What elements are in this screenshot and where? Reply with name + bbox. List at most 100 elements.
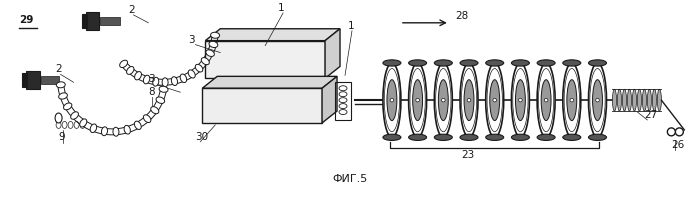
Ellipse shape (622, 89, 627, 111)
Ellipse shape (201, 58, 209, 65)
Text: 29: 29 (19, 15, 33, 25)
Text: 9: 9 (59, 132, 66, 142)
Ellipse shape (144, 75, 150, 84)
Ellipse shape (74, 121, 79, 128)
Bar (100, 17, 121, 25)
Text: 8: 8 (148, 87, 155, 97)
Ellipse shape (153, 77, 159, 86)
Ellipse shape (413, 80, 422, 121)
Text: 1: 1 (348, 21, 355, 31)
Ellipse shape (434, 63, 452, 137)
Ellipse shape (383, 63, 401, 137)
Ellipse shape (102, 127, 107, 136)
Ellipse shape (588, 63, 606, 137)
Polygon shape (202, 76, 337, 88)
Ellipse shape (209, 41, 217, 48)
Polygon shape (206, 29, 340, 41)
Polygon shape (322, 76, 337, 123)
Ellipse shape (408, 134, 427, 140)
Ellipse shape (339, 98, 347, 103)
Ellipse shape (120, 60, 128, 68)
Bar (335, 82, 351, 120)
Ellipse shape (512, 60, 530, 66)
Ellipse shape (156, 97, 164, 103)
Ellipse shape (135, 71, 141, 80)
Ellipse shape (460, 63, 478, 137)
Bar (26, 71, 40, 89)
Ellipse shape (490, 80, 500, 121)
Ellipse shape (493, 98, 496, 102)
Ellipse shape (675, 128, 683, 136)
Ellipse shape (144, 115, 151, 123)
Ellipse shape (486, 134, 504, 140)
Ellipse shape (408, 60, 427, 66)
Ellipse shape (151, 107, 159, 114)
Ellipse shape (516, 80, 526, 121)
Bar (82, 14, 86, 28)
Ellipse shape (512, 63, 530, 137)
Ellipse shape (562, 134, 581, 140)
Bar (22, 73, 26, 87)
Ellipse shape (59, 93, 68, 99)
Text: 1: 1 (278, 3, 285, 13)
Ellipse shape (80, 121, 85, 128)
Ellipse shape (162, 78, 168, 87)
Ellipse shape (56, 121, 61, 128)
Ellipse shape (188, 70, 195, 78)
Ellipse shape (537, 134, 555, 140)
Ellipse shape (596, 98, 599, 102)
Ellipse shape (562, 60, 581, 66)
Text: 27: 27 (645, 110, 658, 120)
Text: 26: 26 (671, 140, 684, 150)
Ellipse shape (56, 82, 66, 88)
Ellipse shape (63, 103, 72, 110)
Ellipse shape (588, 60, 606, 66)
Ellipse shape (467, 98, 470, 102)
Ellipse shape (206, 50, 215, 56)
Ellipse shape (195, 64, 203, 72)
Ellipse shape (541, 80, 551, 121)
Ellipse shape (613, 89, 616, 111)
Ellipse shape (434, 134, 452, 140)
Ellipse shape (210, 32, 220, 38)
Text: 28: 28 (454, 11, 468, 21)
Ellipse shape (570, 98, 574, 102)
Ellipse shape (79, 119, 87, 127)
Ellipse shape (512, 134, 530, 140)
Ellipse shape (592, 80, 602, 121)
Ellipse shape (113, 127, 119, 136)
Ellipse shape (667, 128, 675, 136)
Text: 3: 3 (148, 74, 155, 84)
Ellipse shape (70, 112, 79, 119)
Bar (206, 41, 325, 78)
Ellipse shape (627, 89, 631, 111)
Ellipse shape (588, 134, 606, 140)
Ellipse shape (460, 60, 478, 66)
Ellipse shape (339, 92, 347, 97)
Ellipse shape (562, 63, 581, 137)
Ellipse shape (339, 86, 347, 91)
Ellipse shape (390, 98, 394, 102)
Text: 3: 3 (188, 35, 195, 45)
Ellipse shape (408, 63, 427, 137)
Bar (86, 12, 100, 30)
Ellipse shape (434, 60, 452, 66)
Ellipse shape (127, 67, 134, 74)
Text: 30: 30 (195, 132, 208, 142)
Polygon shape (325, 29, 340, 78)
Ellipse shape (62, 121, 67, 128)
Ellipse shape (567, 80, 576, 121)
Text: ФИГ.5: ФИГ.5 (332, 174, 367, 185)
Ellipse shape (632, 89, 636, 111)
Ellipse shape (339, 109, 347, 114)
Text: 2: 2 (56, 64, 62, 74)
Ellipse shape (537, 63, 555, 137)
Ellipse shape (441, 98, 445, 102)
Ellipse shape (544, 98, 548, 102)
Ellipse shape (180, 74, 187, 83)
Ellipse shape (339, 104, 347, 109)
Ellipse shape (643, 89, 646, 111)
Ellipse shape (438, 80, 448, 121)
Ellipse shape (387, 80, 397, 121)
Ellipse shape (460, 134, 478, 140)
